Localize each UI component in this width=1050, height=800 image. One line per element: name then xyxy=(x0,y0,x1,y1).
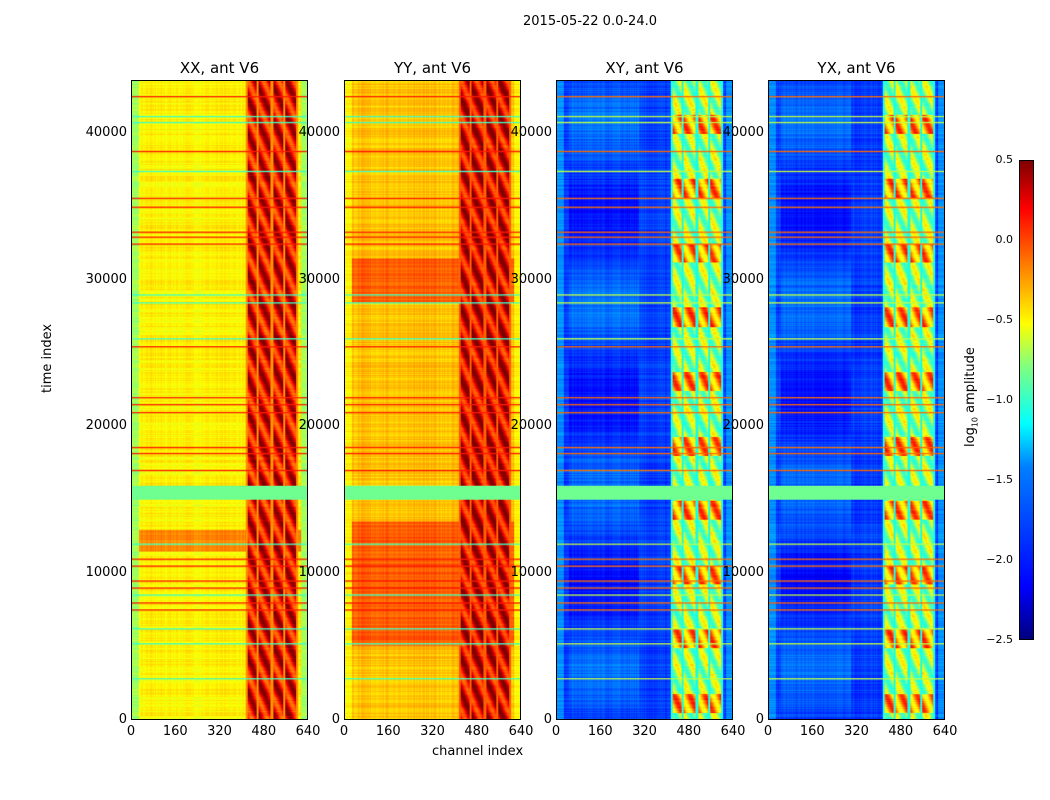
x-tick-label: 640 xyxy=(295,724,321,739)
x-tick-label: 480 xyxy=(888,724,914,739)
colorbar-tick-label: −1.0 xyxy=(986,393,1013,406)
y-tick-label: 0 xyxy=(755,712,764,727)
y-tick-label: 40000 xyxy=(298,124,340,140)
colorbar-tick-label: 0.0 xyxy=(995,233,1014,246)
y-tick-label: 30000 xyxy=(298,271,340,287)
y-axis-label-text: time index xyxy=(40,323,55,393)
x-tick-label: 320 xyxy=(632,724,657,739)
x-tick-label: 0 xyxy=(126,724,136,739)
y-tick-label: 40000 xyxy=(510,124,552,140)
x-tick-label: 320 xyxy=(844,724,869,739)
y-tick-label: 40000 xyxy=(722,124,764,140)
y-tick-label: 20000 xyxy=(722,418,764,434)
colorbar-tick-label: −1.5 xyxy=(986,473,1013,486)
colorbar-tick-label: 0.5 xyxy=(995,153,1014,166)
heatmap-image xyxy=(769,81,944,719)
colorbar-label-rest: amplitude xyxy=(963,347,978,417)
heatmap-image xyxy=(557,81,732,719)
y-tick-label: 0 xyxy=(331,712,340,727)
colorbar-tick-label: −0.5 xyxy=(986,313,1013,326)
panel-title: YX, ant V6 xyxy=(817,59,896,77)
y-tick-label: 0 xyxy=(543,712,552,727)
x-tick-label: 0 xyxy=(339,724,349,739)
y-tick-label: 40000 xyxy=(85,124,127,140)
heatmap-image xyxy=(345,81,520,719)
y-tick-label: 20000 xyxy=(298,418,340,434)
x-tick-label: 320 xyxy=(207,724,232,739)
y-axis-label: time index xyxy=(40,324,55,393)
y-tick-label: 10000 xyxy=(722,565,764,581)
heatmap-panel-4 xyxy=(768,80,945,720)
panel-title: XY, ant V6 xyxy=(605,59,684,77)
colorbar-label: log10 amplitude xyxy=(963,347,980,447)
heatmap-image xyxy=(132,81,307,719)
y-tick-label: 0 xyxy=(118,712,127,727)
colorbar-label-main: log xyxy=(963,427,978,447)
x-tick-label: 0 xyxy=(763,724,773,739)
x-tick-label: 160 xyxy=(799,724,825,739)
colorbar-label-sub: 10 xyxy=(970,416,980,428)
y-tick-label: 30000 xyxy=(722,271,764,287)
heatmap-panel-3 xyxy=(556,80,733,720)
colorbar-tick-label: −2.0 xyxy=(986,553,1013,566)
y-tick-label: 30000 xyxy=(510,271,552,287)
x-tick-label: 160 xyxy=(162,724,188,739)
heatmap-panel-1 xyxy=(131,80,308,720)
x-tick-label: 640 xyxy=(932,724,958,739)
y-tick-label: 30000 xyxy=(85,271,127,287)
panel-title: XX, ant V6 xyxy=(179,59,260,77)
y-tick-label: 20000 xyxy=(510,418,552,434)
heatmap-panel-2 xyxy=(344,80,521,720)
x-tick-label: 480 xyxy=(251,724,277,739)
y-tick-label: 20000 xyxy=(85,418,127,434)
y-tick-label: 10000 xyxy=(298,565,340,581)
y-tick-label: 10000 xyxy=(85,565,127,581)
colorbar-tick-label: −2.5 xyxy=(986,633,1013,646)
y-tick-label: 10000 xyxy=(510,565,552,581)
x-tick-label: 320 xyxy=(420,724,445,739)
x-tick-label: 0 xyxy=(551,724,561,739)
x-tick-label: 480 xyxy=(464,724,490,739)
figure-title: 2015-05-22 0.0-24.0 xyxy=(523,14,657,29)
x-tick-label: 640 xyxy=(508,724,534,739)
panel-title: YY, ant V6 xyxy=(393,59,471,77)
colorbar xyxy=(1019,160,1034,640)
x-tick-label: 160 xyxy=(375,724,401,739)
x-tick-label: 160 xyxy=(587,724,613,739)
x-axis-label: channel index xyxy=(432,744,524,759)
x-tick-label: 640 xyxy=(720,724,746,739)
x-tick-label: 480 xyxy=(676,724,702,739)
